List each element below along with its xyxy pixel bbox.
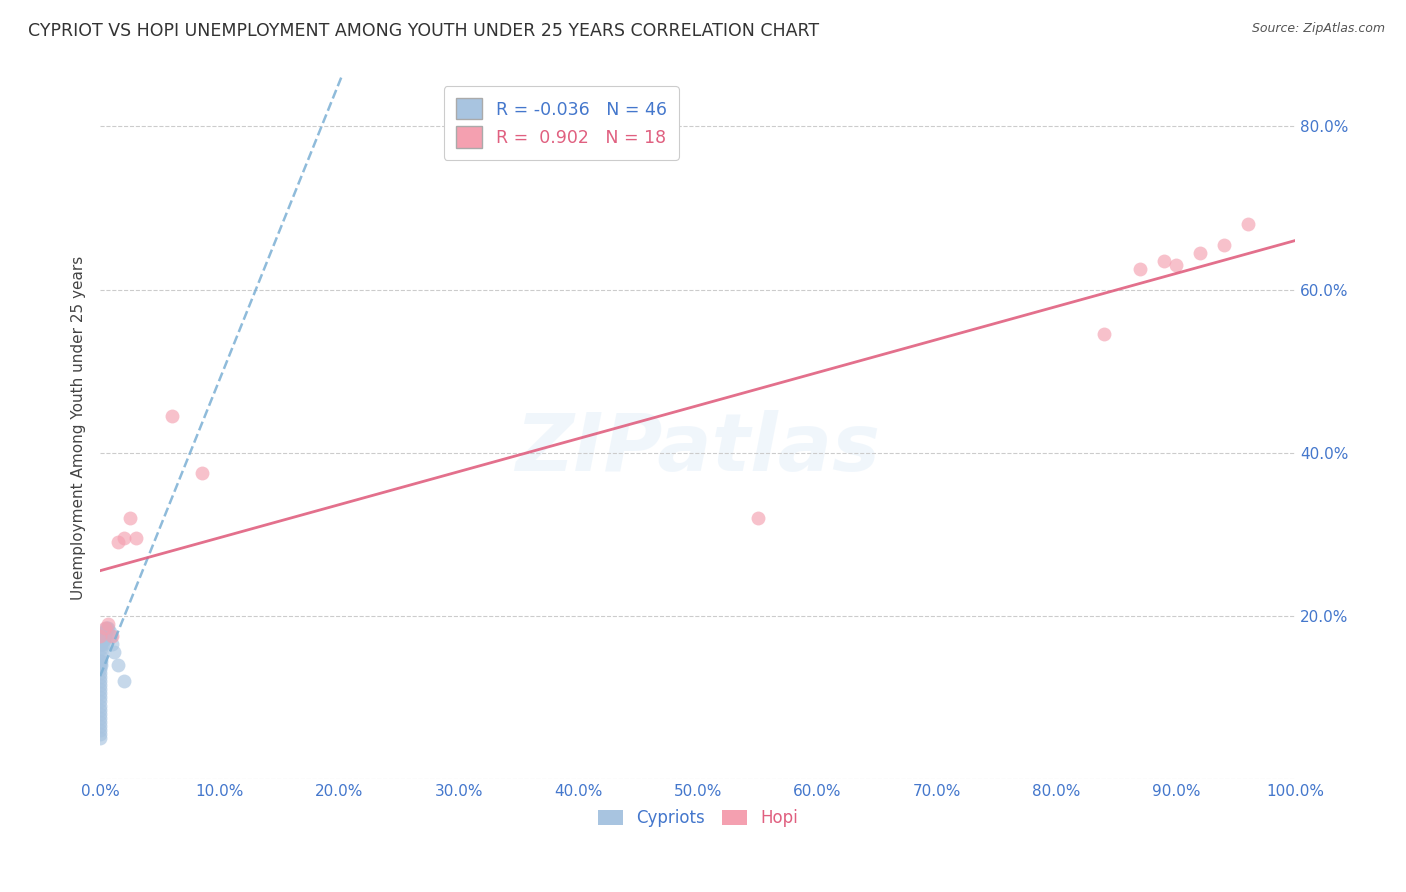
Point: [107, 535, 129, 549]
Point: [1188, 245, 1211, 260]
Text: ZIPatlas: ZIPatlas: [515, 410, 880, 488]
Point: [96, 621, 118, 635]
Point: [747, 511, 769, 525]
Point: [97, 621, 120, 635]
Point: [112, 673, 135, 688]
Point: [160, 409, 183, 423]
Point: [94, 629, 117, 643]
Point: [98, 625, 121, 640]
Point: [90, 645, 112, 659]
Point: [125, 531, 148, 545]
Point: [89, 654, 111, 668]
Point: [90, 657, 112, 672]
Point: [89, 719, 111, 733]
Point: [93, 629, 115, 643]
Point: [118, 511, 141, 525]
Point: [90, 633, 112, 648]
Point: [89, 665, 111, 680]
Point: [89, 662, 111, 676]
Y-axis label: Unemployment Among Youth under 25 years: Unemployment Among Youth under 25 years: [72, 256, 86, 600]
Point: [190, 466, 212, 480]
Point: [93, 633, 115, 648]
Point: [1236, 217, 1258, 231]
Point: [91, 637, 114, 651]
Point: [90, 654, 112, 668]
Point: [101, 637, 124, 651]
Point: [1212, 237, 1234, 252]
Point: [112, 531, 135, 545]
Point: [100, 629, 122, 643]
Point: [91, 633, 114, 648]
Point: [1092, 327, 1115, 342]
Point: [107, 657, 129, 672]
Point: [90, 649, 112, 664]
Point: [1153, 254, 1175, 268]
Point: [89, 698, 111, 713]
Point: [89, 714, 111, 729]
Point: [89, 694, 111, 708]
Point: [93, 625, 115, 640]
Point: [89, 731, 111, 746]
Point: [89, 706, 111, 721]
Point: [89, 727, 111, 741]
Point: [90, 637, 112, 651]
Legend: Cypriots, Hopi: Cypriots, Hopi: [591, 803, 804, 834]
Point: [89, 670, 111, 684]
Point: [93, 629, 115, 643]
Point: [89, 690, 111, 705]
Point: [89, 673, 111, 688]
Point: [1164, 258, 1187, 272]
Point: [1129, 262, 1152, 277]
Point: [94, 621, 117, 635]
Point: [89, 629, 111, 643]
Point: [101, 629, 124, 643]
Point: [94, 621, 117, 635]
Point: [89, 723, 111, 737]
Text: CYPRIOT VS HOPI UNEMPLOYMENT AMONG YOUTH UNDER 25 YEARS CORRELATION CHART: CYPRIOT VS HOPI UNEMPLOYMENT AMONG YOUTH…: [28, 22, 820, 40]
Point: [97, 616, 120, 631]
Point: [89, 702, 111, 716]
Point: [94, 625, 117, 640]
Point: [89, 711, 111, 725]
Point: [90, 641, 112, 656]
Point: [94, 625, 117, 640]
Point: [89, 682, 111, 697]
Point: [89, 657, 111, 672]
Point: [89, 678, 111, 692]
Point: [91, 629, 114, 643]
Point: [89, 686, 111, 700]
Point: [103, 645, 125, 659]
Text: Source: ZipAtlas.com: Source: ZipAtlas.com: [1251, 22, 1385, 36]
